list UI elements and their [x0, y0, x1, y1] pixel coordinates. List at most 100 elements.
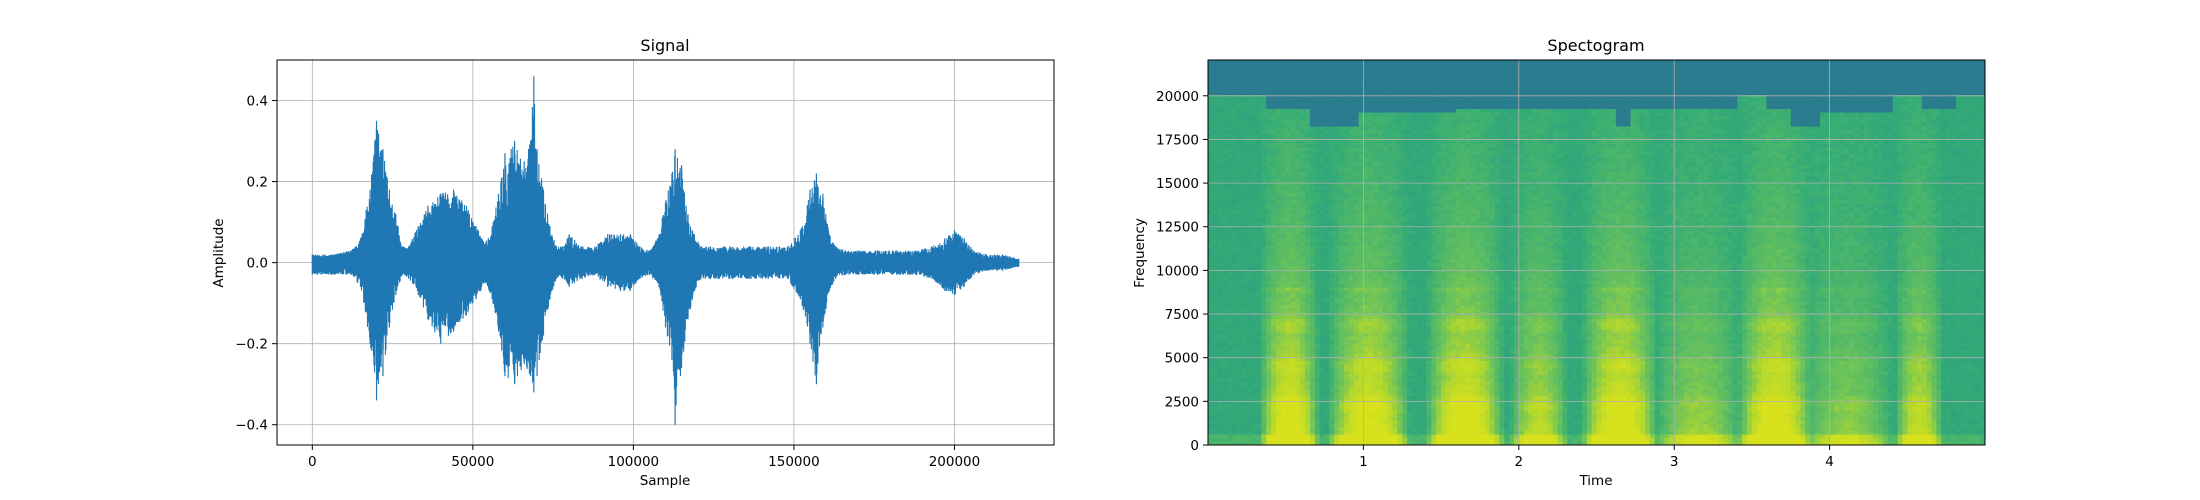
spectrogram-cell [1232, 196, 1238, 201]
spectrogram-cell [1305, 294, 1311, 299]
spectrogram-cell [1319, 301, 1326, 306]
spectrogram-cell [1363, 424, 1369, 429]
spectrogram-cell [1237, 273, 1243, 278]
spectrogram-cell [1382, 88, 1389, 93]
spectrogram-cell [1353, 116, 1360, 121]
spectrogram-cell [1358, 228, 1364, 233]
spectrogram-cell [1208, 319, 1214, 324]
spectrogram-cell [1290, 396, 1297, 401]
spectrogram-cell [1256, 270, 1263, 275]
spectrogram-cell [1246, 438, 1253, 443]
spectrogram-cell [1217, 413, 1224, 418]
spectrogram-cell [1251, 228, 1258, 233]
spectrogram-cell [1275, 273, 1282, 278]
spectrogram-cell [1256, 123, 1263, 128]
spectrogram-cell [1290, 74, 1297, 79]
spectrogram-cell [1368, 123, 1374, 128]
spectrogram-cell [1222, 67, 1229, 72]
spectrogram-cell [1295, 420, 1301, 425]
spectrogram-cell [1416, 70, 1423, 75]
spectrogram-cell [1377, 196, 1384, 201]
spectrogram-cell [1305, 382, 1311, 387]
spectrogram-cell [1343, 273, 1350, 278]
spectrogram-cell [1314, 427, 1321, 432]
spectrogram-cell [1363, 326, 1369, 331]
spectrogram-cell [1392, 210, 1398, 215]
spectrogram-cell [1343, 417, 1350, 422]
spectrogram-cell [1275, 105, 1282, 110]
spectrogram-cell [1387, 420, 1394, 425]
spectrogram-cell [1275, 266, 1282, 271]
spectrogram-cell [1285, 130, 1292, 135]
spectrogram-cell [1266, 252, 1272, 257]
spectrogram-cell [1392, 109, 1398, 114]
spectrogram-cell [1305, 259, 1311, 264]
spectrogram-cell [1300, 123, 1306, 128]
spectrogram-cell [1402, 189, 1408, 194]
spectrogram-cell [1280, 116, 1287, 121]
spectrogram-cell [1251, 438, 1258, 443]
spectrogram-cell [1305, 130, 1311, 135]
spectrogram-cell [1237, 123, 1243, 128]
spectrogram-cell [1241, 364, 1248, 369]
spectrogram-cell [1353, 200, 1360, 205]
spectrogram-cell [1300, 280, 1306, 285]
spectrogram-cell [1251, 368, 1258, 373]
spectrogram-cell [1334, 84, 1340, 89]
spectrogram-cell [1222, 207, 1229, 212]
spectrogram-cell [1314, 70, 1321, 75]
spectrogram-cell [1271, 263, 1277, 268]
spectrogram-cell [1212, 273, 1219, 278]
spectrogram-cell [1377, 287, 1384, 292]
spectrogram-cell [1285, 385, 1292, 390]
spectrogram-cell [1271, 88, 1277, 93]
spectrogram-cell [1300, 294, 1306, 299]
spectrogram-cell [1392, 207, 1398, 212]
spectrogram-cell [1237, 256, 1243, 261]
spectrogram-cell [1232, 231, 1238, 236]
spectrogram-cell [1387, 347, 1394, 352]
spectrogram-cell [1256, 245, 1263, 250]
spectrogram-cell [1363, 214, 1369, 219]
spectrogram-cell [1407, 413, 1413, 418]
signal-xtick-label: 150000 [768, 454, 820, 470]
spectrogram-cell [1329, 242, 1335, 247]
spectrogram-cell [1387, 280, 1394, 285]
spectrogram-cell [1251, 263, 1258, 268]
spectrogram-cell [1256, 340, 1263, 345]
spectrogram-cell [1402, 406, 1408, 411]
spectrogram-cell [1387, 242, 1394, 247]
spectrogram-cell [1256, 207, 1263, 212]
spectrogram-cell [1217, 249, 1224, 254]
spectrogram-cell [1222, 350, 1229, 355]
spectrogram-cell [1353, 301, 1360, 306]
spectrogram-cell [1208, 364, 1214, 369]
spectrogram-cell [1407, 235, 1413, 240]
spectrogram-cell [1217, 109, 1224, 114]
spectrogram-cell [1416, 228, 1423, 233]
spectrogram-cell [1397, 238, 1403, 243]
spectrogram-cell [1319, 242, 1326, 247]
spectrogram-cell [1309, 126, 1316, 131]
spectrogram-cell [1266, 95, 1272, 100]
spectrogram-cell [1251, 420, 1258, 425]
spectrogram-cell [1353, 158, 1360, 163]
spectrogram-cell [1411, 203, 1418, 208]
spectrogram-cell [1314, 221, 1321, 226]
spectrogram-cell [1295, 259, 1301, 264]
spectrogram-cell [1421, 109, 1428, 114]
spectrogram-cell [1314, 60, 1321, 65]
spectrogram-cell [1237, 424, 1243, 429]
spectrogram-cell [1416, 322, 1423, 327]
spectrogram-cell [1208, 217, 1214, 222]
spectrogram-cell [1392, 357, 1398, 362]
spectrogram-cell [1353, 109, 1360, 114]
spectrogram-cell [1358, 70, 1364, 75]
spectrogram-cell [1241, 77, 1248, 82]
spectrogram-cell [1208, 119, 1214, 124]
spectrogram-cell [1397, 151, 1403, 156]
spectrogram-cell [1382, 322, 1389, 327]
spectrogram-cell [1212, 242, 1219, 247]
spectrogram-cell [1237, 263, 1243, 268]
spectrogram-cell [1314, 438, 1321, 443]
